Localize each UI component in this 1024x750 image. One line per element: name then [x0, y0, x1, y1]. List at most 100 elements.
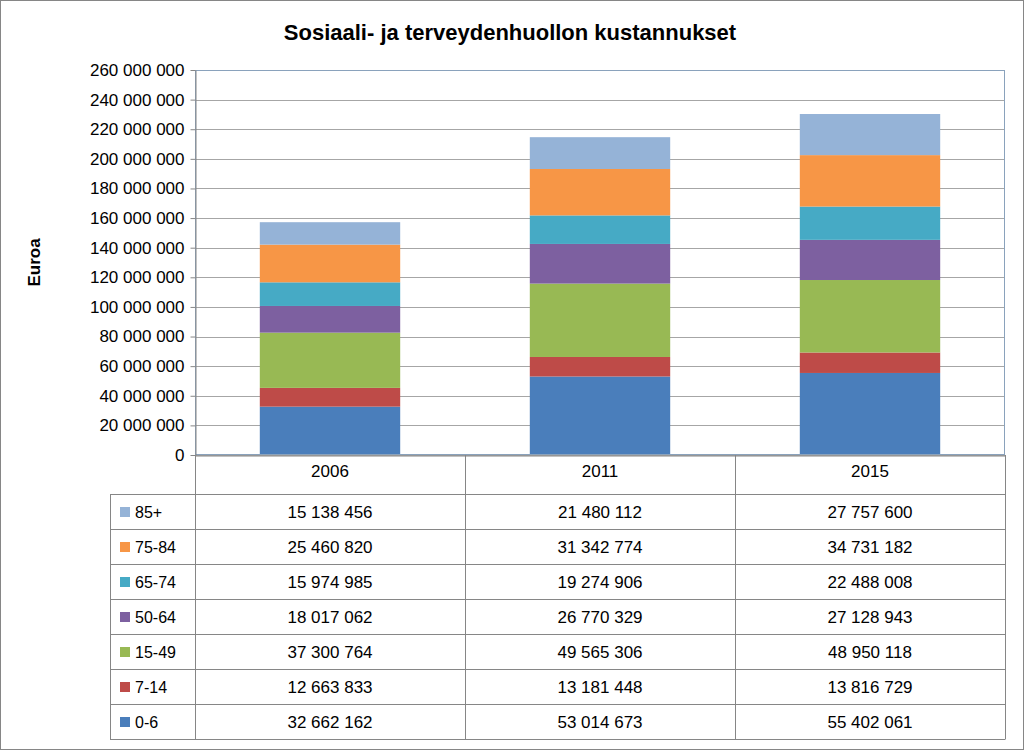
data-label: 27 757 600 — [827, 503, 912, 522]
tick-label: 200 000 000 — [90, 150, 185, 169]
tick-mark — [191, 455, 196, 456]
bar — [800, 353, 940, 373]
tick: 220 000 000 — [90, 120, 196, 139]
data-label: 15 974 985 — [287, 573, 372, 592]
legend-key — [120, 542, 130, 552]
bars — [260, 114, 940, 455]
tick-mark — [191, 337, 196, 338]
tick-label: 40 000 000 — [99, 387, 184, 406]
tick: 60 000 000 — [99, 357, 195, 376]
tick-mark — [191, 218, 196, 219]
table-line — [110, 669, 1005, 670]
series — [260, 114, 940, 245]
data-label: 55 402 061 — [827, 713, 912, 732]
data-label: 34 731 182 — [827, 538, 912, 557]
data-label: 18 017 062 — [287, 608, 372, 627]
data-label: 15 138 456 — [287, 503, 372, 522]
data-label: 25 460 820 — [287, 538, 372, 557]
legend-label: 0-6 — [135, 714, 158, 731]
data-label: 49 565 306 — [557, 643, 642, 662]
grid-line — [195, 455, 1005, 456]
tick-mark — [191, 70, 196, 71]
tick-mark — [191, 159, 196, 160]
data-label: 13 181 448 — [557, 678, 642, 697]
bar — [800, 207, 940, 240]
legend-key — [120, 507, 130, 517]
table-row: 0-6 32 662 162 53 014 673 55 402 061 — [120, 713, 913, 732]
legend-label: 15-49 — [135, 644, 176, 661]
axis-line — [196, 71, 197, 456]
data-label: 53 014 673 — [557, 713, 642, 732]
chart: Sosiaali- ja terveydenhuollon kustannuks… — [0, 0, 1024, 750]
legend-key — [120, 717, 130, 727]
legend-label: 65-74 — [135, 574, 176, 591]
y-axis: 0 20 000 000 40 000 000 60 000 000 80 000 00… — [90, 61, 196, 465]
data-label: 31 342 774 — [557, 538, 642, 557]
bar — [260, 407, 400, 455]
legend-label: 50-64 — [135, 609, 176, 626]
tick-mark — [191, 188, 196, 189]
tick-label: 220 000 000 — [90, 120, 185, 139]
tick-label: 2006 — [311, 462, 349, 481]
bar — [530, 284, 670, 357]
grid-line — [195, 100, 1005, 101]
table-line — [1005, 455, 1006, 740]
table-row: 15-49 37 300 764 49 565 306 48 950 118 — [120, 643, 912, 662]
data-label: 48 950 118 — [828, 643, 912, 662]
table-line — [110, 495, 111, 740]
bar — [260, 333, 400, 388]
tick: 200 000 000 — [90, 150, 196, 169]
tick: 20 000 000 — [99, 416, 195, 435]
bar — [260, 245, 400, 283]
tick-mark — [191, 277, 196, 278]
tick: 100 000 000 — [90, 298, 196, 317]
tick-label: 260 000 000 — [90, 61, 185, 80]
series — [260, 207, 940, 306]
tick-label: 0 — [175, 446, 184, 465]
tick: 180 000 000 — [90, 179, 196, 198]
data-table: 0-6 32 662 162 53 014 673 55 402 061 7-14 12 … — [110, 455, 1006, 740]
tick-label: 2015 — [851, 462, 889, 481]
table-row: 65-7415 974 98519 274 90622 488 008 — [120, 573, 913, 592]
legend-label: 7-14 — [135, 679, 167, 696]
tick: 120 000 000 — [90, 268, 196, 287]
bar — [800, 280, 940, 352]
bar — [530, 244, 670, 284]
table-row: 85+15 138 45621 480 11227 757 600 — [120, 503, 913, 522]
tick-label: 80 000 000 — [99, 327, 184, 346]
data-label: 19 274 906 — [557, 573, 642, 592]
legend-key — [120, 612, 130, 622]
table-line — [110, 494, 1005, 495]
tick-label: 180 000 000 — [90, 179, 185, 198]
bar — [800, 114, 940, 155]
legend-key — [120, 682, 130, 692]
series — [260, 280, 940, 388]
series — [260, 155, 940, 282]
tick: 240 000 000 — [90, 91, 196, 110]
tick-mark — [191, 366, 196, 367]
table-row: 75-84 25 460 820 31 342 774 34 731 182 — [120, 538, 913, 557]
bar — [530, 215, 670, 244]
bar — [260, 222, 400, 244]
table-row: 7-1412 663 83313 181 44813 816 729 — [120, 678, 913, 697]
tick-label: 160 000 000 — [90, 209, 185, 228]
tick: 2011 — [582, 456, 619, 481]
table-line — [110, 634, 1005, 635]
bar — [260, 306, 400, 333]
bar — [530, 357, 670, 377]
legend-label: 75-84 — [135, 539, 176, 556]
tick-mark — [191, 396, 196, 397]
bar — [800, 373, 940, 455]
tick: 0 — [175, 446, 195, 465]
table-line — [465, 455, 466, 740]
legend-key — [120, 647, 130, 657]
data-label: 32 662 162 — [287, 713, 372, 732]
bar — [260, 388, 400, 407]
tick-label: 240 000 000 — [90, 91, 185, 110]
tick-label: 100 000 000 — [90, 298, 185, 317]
data-label: 37 300 764 — [287, 643, 372, 662]
data-label: 26 770 329 — [557, 608, 642, 627]
series — [260, 240, 940, 333]
tick: 80 000 000 — [99, 327, 195, 346]
data-label: 12 663 833 — [287, 678, 372, 697]
